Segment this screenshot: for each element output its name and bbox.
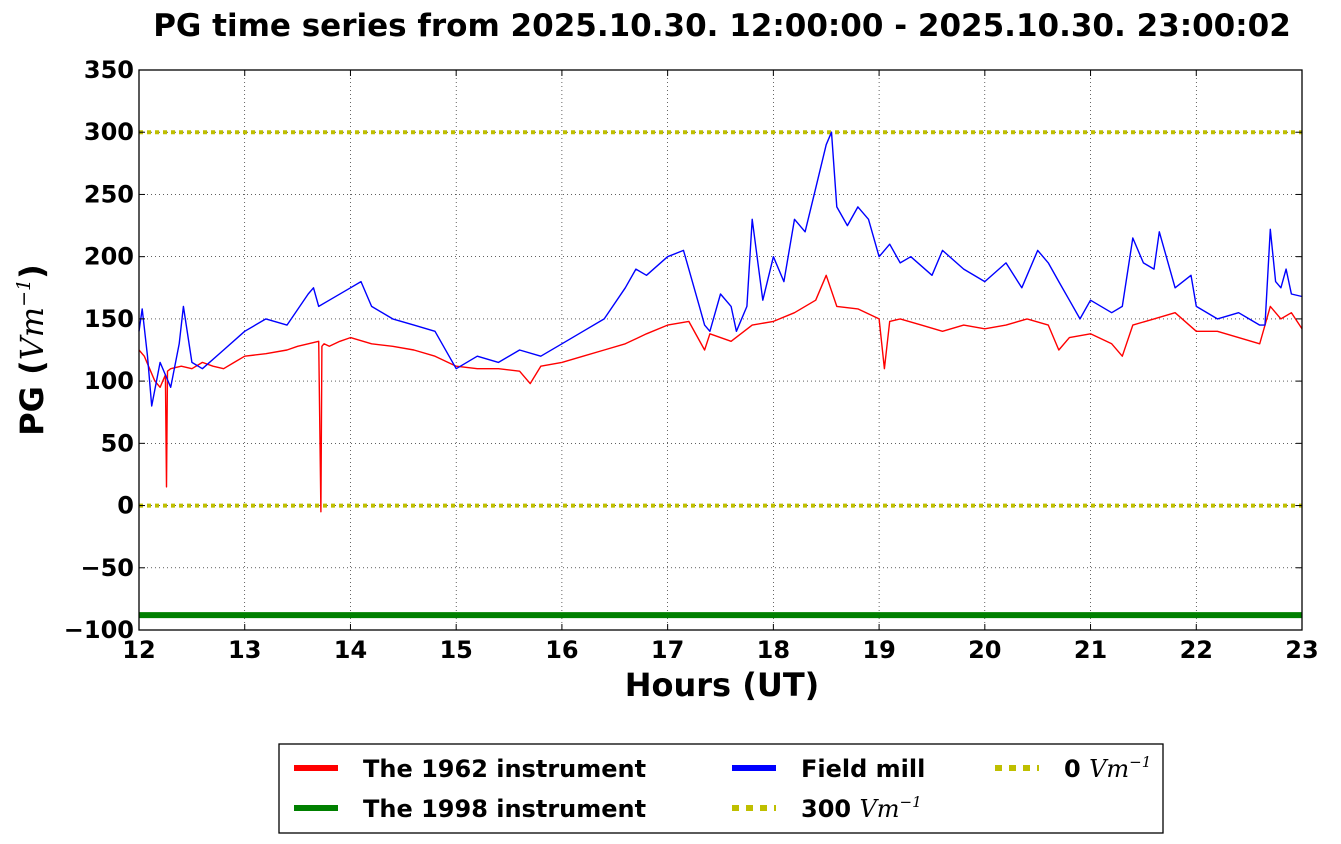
x-tick-label: 22 [1180, 636, 1213, 664]
legend-label-text: Field mill [801, 755, 925, 783]
x-tick-label: 19 [862, 636, 895, 664]
legend-label: The 1998 instrument [363, 795, 646, 823]
y-tick-label: 200 [84, 243, 134, 271]
legend-label-text: The 1998 instrument [363, 795, 646, 823]
y-axis-label-exponent: −1 [13, 279, 35, 307]
y-tick-label: 0 [117, 492, 134, 520]
y-tick-label: −100 [64, 616, 134, 644]
x-tick-label: 14 [334, 636, 367, 664]
y-tick-label: 50 [101, 429, 134, 457]
x-tick-label: 16 [545, 636, 578, 664]
y-axis-label-close: ) [13, 264, 51, 279]
plot-frame [138, 69, 1303, 631]
chart-title: PG time series from 2025.10.30. 12:00:00… [153, 8, 1291, 44]
legend-label-text: 300 [801, 795, 859, 823]
y-tick-label: 300 [84, 118, 134, 146]
series-layer [138, 130, 1303, 619]
legend-label: Field mill [801, 755, 925, 783]
series-line-the-1962-instrument [138, 274, 1303, 513]
legend-label: The 1962 instrument [363, 755, 646, 783]
legend-label-unit: Vm [859, 795, 899, 823]
legend-label: 300 Vm−1 [801, 793, 922, 823]
y-tick-label: 150 [84, 305, 134, 333]
x-tick-label: 17 [651, 636, 684, 664]
series-line-field-mill [138, 131, 1303, 407]
legend-box [278, 743, 1164, 834]
x-tick-label: 21 [1074, 636, 1107, 664]
legend-label: 0 Vm−1 [1064, 753, 1151, 783]
y-axis-label-text: PG ( [13, 360, 51, 435]
y-tick-label: −50 [80, 554, 134, 582]
grid-layer [138, 69, 1303, 631]
legend-label-text: 0 [1064, 755, 1089, 783]
y-tick-label: 250 [84, 180, 134, 208]
legend: The 1962 instrument The 1998 instrument Fi… [278, 743, 1164, 834]
y-axis-label-unit: Vm [13, 307, 51, 360]
x-tick-label: 18 [757, 636, 790, 664]
legend-label-text: The 1962 instrument [363, 755, 646, 783]
tick-layer: 12 13 14 15 16 17 18 19 20 21 22 23 −100 −50 0 50 100 150… [64, 56, 1319, 664]
y-tick-label: 100 [84, 367, 134, 395]
legend-items: The 1962 instrument The 1998 instrument Fi… [294, 753, 1151, 823]
legend-label-exponent: −1 [900, 793, 922, 811]
legend-label-exponent: −1 [1129, 753, 1151, 771]
x-tick-label: 12 [122, 636, 155, 664]
x-tick-label: 20 [968, 636, 1001, 664]
y-tick-label: 350 [84, 56, 134, 84]
x-tick-label: 13 [228, 636, 261, 664]
legend-label-unit: Vm [1089, 755, 1129, 783]
x-tick-label: 23 [1285, 636, 1318, 664]
x-tick-label: 15 [439, 636, 472, 664]
y-axis-label: PG (Vm−1) [13, 264, 51, 436]
x-axis-label: Hours (UT) [625, 666, 820, 704]
